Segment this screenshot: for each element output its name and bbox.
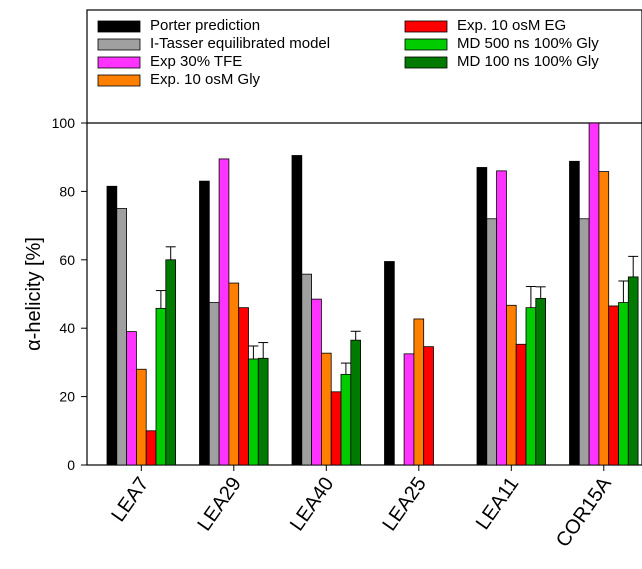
- legend-label-3: Exp. 10 osM Gly: [150, 71, 261, 88]
- y-tick-label-0: 0: [67, 457, 75, 473]
- bar-cor15a-1: [578, 218, 590, 466]
- y-tick-label-100: 100: [52, 115, 76, 131]
- bar-lea40-3: [320, 352, 332, 466]
- bar-lea11-5: [525, 307, 537, 466]
- bar-lea7-6: [165, 259, 177, 466]
- bar-lea11-0: [476, 167, 488, 466]
- bar-lea29-1: [208, 302, 220, 466]
- bar-lea40-0: [291, 155, 303, 466]
- bar-cor15a-3: [598, 171, 610, 466]
- y-tick-label-20: 20: [59, 389, 75, 405]
- bar-lea29-2: [218, 158, 230, 466]
- legend-swatch-4: [404, 20, 448, 33]
- bar-lea7-0: [106, 185, 118, 466]
- y-tick-label-80: 80: [59, 183, 75, 199]
- bar-lea11-1: [486, 218, 497, 466]
- bar-lea29-5: [248, 358, 259, 466]
- bar-lea29-0: [199, 180, 210, 466]
- bar-lea25-0: [384, 261, 395, 466]
- bar-lea29-6: [257, 357, 269, 466]
- legend-swatch-5: [404, 38, 448, 51]
- x-tick-label-lea25: LEA25: [378, 473, 430, 535]
- x-tick-label-lea29: LEA29: [193, 473, 245, 535]
- bar-cor15a-6: [627, 276, 639, 466]
- bars-layer: [106, 122, 639, 466]
- x-tick-label-cor15a: COR15A: [552, 473, 616, 552]
- bar-lea11-4: [515, 343, 527, 466]
- x-tick-label-lea40: LEA40: [286, 473, 338, 535]
- bar-lea25-3: [413, 318, 425, 466]
- y-axis-label: α-helicity [%]: [23, 237, 45, 351]
- chart-frames: [86, 9, 642, 466]
- legend-swatch-6: [404, 56, 448, 69]
- bar-cor15a-0: [569, 160, 580, 466]
- bar-lea7-2: [126, 331, 137, 466]
- legend-label-6: MD 100 ns 100% Gly: [457, 53, 599, 70]
- bar-lea11-3: [505, 304, 517, 466]
- bar-lea29-3: [228, 282, 240, 466]
- bar-lea40-2: [311, 298, 322, 466]
- bar-lea29-4: [238, 307, 249, 466]
- bar-lea11-2: [496, 170, 507, 466]
- y-tick-label-60: 60: [59, 252, 75, 268]
- bar-lea7-1: [116, 208, 128, 466]
- outer-frame: [86, 9, 642, 466]
- legend-label-4: Exp. 10 osM EG: [457, 17, 566, 34]
- x-tick-label-lea7: LEA7: [107, 473, 153, 526]
- bar-lea40-6: [350, 339, 361, 466]
- bar-lea7-5: [155, 307, 167, 466]
- bar-lea25-2: [403, 353, 415, 466]
- legend-swatch-0: [97, 20, 141, 33]
- legend-swatch-3: [97, 74, 141, 87]
- legend-label-5: MD 500 ns 100% Gly: [457, 35, 599, 52]
- bar-lea7-3: [135, 368, 147, 466]
- legend-label-0: Porter prediction: [150, 17, 260, 34]
- bar-lea11-6: [535, 298, 546, 466]
- error-bars-layer: [155, 246, 639, 375]
- bar-cor15a-5: [618, 302, 629, 466]
- x-tick-label-lea11: LEA11: [472, 473, 524, 534]
- y-tick-label-40: 40: [59, 320, 75, 336]
- bar-lea40-1: [301, 273, 312, 466]
- bar-lea25-4: [423, 346, 434, 466]
- legend-label-1: I-Tasser equilibrated model: [150, 35, 330, 52]
- bar-lea40-5: [340, 373, 352, 466]
- legend-swatch-1: [97, 38, 141, 51]
- bar-lea40-4: [330, 391, 342, 466]
- legend-label-2: Exp 30% TFE: [150, 53, 242, 70]
- bar-cor15a-2: [588, 122, 600, 466]
- bar-cor15a-4: [608, 305, 619, 466]
- legend-swatch-2: [97, 56, 141, 69]
- bar-lea7-4: [145, 430, 157, 466]
